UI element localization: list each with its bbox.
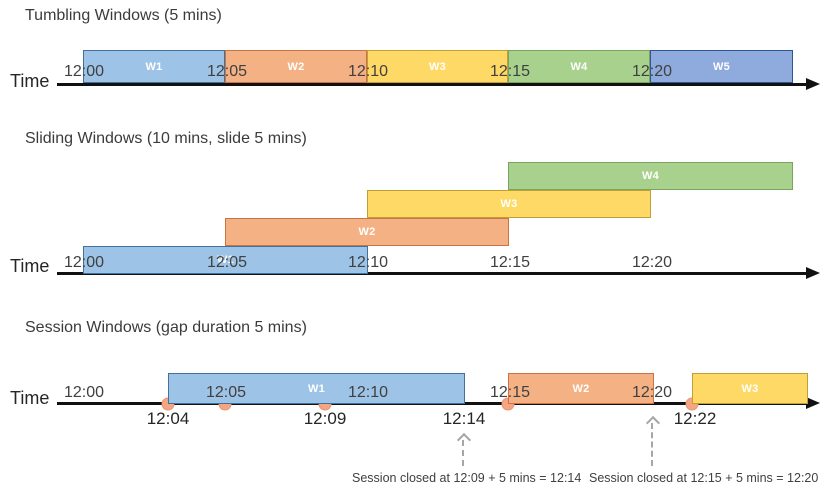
window-label: W3 [741, 382, 759, 395]
tumbling-window-w3: W3 [367, 50, 508, 83]
window-label: W4 [570, 61, 588, 73]
tick-label: 12:00 [63, 384, 105, 401]
dashed-arrow-head [456, 432, 471, 447]
tick-label: 12:10 [347, 254, 389, 271]
dashed-up-arrow-icon [456, 432, 471, 466]
window-label: W3 [428, 61, 447, 73]
tick-label: 12:20 [631, 254, 673, 271]
window-label: W2 [572, 382, 590, 395]
window-label: W3 [500, 198, 518, 210]
tumbling-time-axis-label: Time [10, 71, 50, 91]
tumbling-axis-arrowhead-icon [806, 78, 820, 90]
tumbling-window-w4: W4 [508, 50, 650, 83]
window-label: W1 [216, 254, 235, 266]
tick-label: 12:15 [489, 63, 531, 80]
sliding-time-axis-label: Time [10, 256, 50, 276]
window-label: W2 [358, 226, 376, 238]
dashed-arrow-head [645, 415, 660, 430]
session-closed-annotation: Session closed at 12:09 + 5 mins = 12:14 [352, 471, 582, 485]
session-window-w2: W2 [508, 373, 654, 404]
tick-label: 12:20 [631, 384, 673, 401]
session-axis-arrowhead-icon [806, 397, 820, 409]
tumbling-window-w2: W2 [225, 50, 367, 83]
sliding-window-w1: W1 [83, 246, 368, 274]
tick-label: 12:05 [206, 63, 248, 80]
session-title: Session Windows (gap duration 5 mins) [25, 319, 307, 336]
tick-label: 12:00 [63, 63, 105, 80]
tick-label: 12:20 [631, 63, 673, 80]
sliding-window-w3: W3 [367, 190, 651, 218]
tumbling-title: Tumbling Windows (5 mins) [25, 7, 222, 24]
tick-label: 12:15 [489, 384, 531, 401]
sliding-title: Sliding Windows (10 mins, slide 5 mins) [25, 130, 307, 147]
tick-label: 12:05 [205, 384, 247, 401]
session-time-axis-label: Time [10, 388, 50, 408]
session-window-w1: W1 [168, 373, 465, 404]
dashed-arrow-shaft [651, 423, 653, 466]
tick-label: 12:10 [347, 384, 389, 401]
event-time-label: 12:14 [442, 409, 486, 428]
window-label: W4 [641, 170, 660, 182]
tumbling-window-w1: W1 [83, 50, 225, 83]
tick-label: 12:10 [347, 63, 389, 80]
tick-label: 12:15 [489, 254, 531, 271]
event-time-label: 12:09 [303, 409, 347, 428]
session-window-w3: W3 [692, 373, 808, 404]
tick-label: 12:00 [63, 254, 105, 271]
sliding-axis-arrowhead-icon [806, 267, 820, 279]
sliding-window-w4: W4 [508, 162, 793, 190]
sliding-window-w2: W2 [225, 218, 509, 246]
window-label: W1 [307, 382, 326, 395]
dashed-up-arrow-icon [645, 415, 660, 466]
sliding-time-axis [57, 272, 807, 275]
dashed-arrow-shaft [462, 440, 464, 466]
tumbling-time-axis [57, 83, 807, 86]
tumbling-window-w5: W5 [650, 50, 793, 83]
window-label: W2 [287, 61, 305, 73]
session-closed-annotation: Session closed at 12:15 + 5 mins = 12:20 [589, 471, 819, 485]
window-label: W5 [712, 61, 731, 73]
tick-label: 12:05 [206, 254, 248, 271]
event-time-label: 12:22 [673, 409, 717, 428]
event-time-label: 12:04 [146, 409, 190, 428]
window-label: W1 [145, 61, 163, 73]
